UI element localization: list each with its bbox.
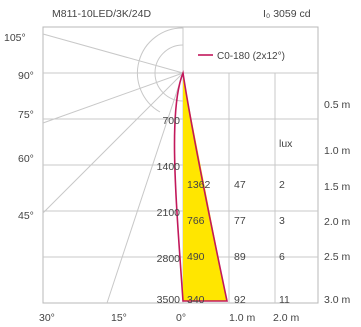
angle-labels: 105° 90° 75° 60° 45° 30° 15° 0° (4, 32, 186, 324)
angle-label: 60° (18, 153, 34, 165)
table-intensity: 1362 (187, 179, 211, 191)
angle-label: 30° (39, 312, 55, 324)
bottom-distance-label: 1.0 m (229, 312, 256, 324)
polar-ray-60 (42, 72, 184, 124)
table-diameter: 77 (234, 215, 246, 227)
angle-label: 15° (111, 312, 127, 324)
distance-label: 3.0 m (324, 294, 351, 306)
lux-header: lux (279, 138, 293, 150)
table-lux: 3 (279, 215, 285, 227)
illuminance-table: 1362 47 2 766 77 3 490 89 6 340 92 11 (187, 179, 290, 306)
bottom-distance-labels: 1.0 m 2.0 m (229, 312, 300, 324)
table-diameter: 47 (234, 179, 246, 191)
table-lux: 11 (279, 294, 290, 306)
bottom-distance-label: 2.0 m (273, 312, 300, 324)
distance-label: 2.5 m (324, 251, 351, 263)
distance-label: 1.0 m (324, 145, 351, 157)
peak-intensity-label: I₀ 3059 cd (263, 8, 311, 20)
table-diameter: 92 (234, 294, 246, 306)
beam-curve (173, 69, 228, 302)
legend-label: C0-180 (2x12°) (217, 51, 285, 62)
distance-label: 0.5 m (324, 99, 351, 111)
intensity-label: 2100 (157, 207, 181, 219)
polar-arc-inner (154, 44, 184, 102)
polar-ray-45 (42, 72, 184, 214)
polar-ray-105 (42, 33, 184, 74)
polar-ray-15 (106, 72, 184, 304)
table-intensity: 490 (187, 251, 205, 263)
angle-label: 90° (18, 70, 34, 82)
table-lux: 2 (279, 179, 285, 191)
table-lux: 6 (279, 251, 285, 263)
distance-label: 1.5 m (324, 181, 351, 193)
table-diameter: 89 (234, 251, 246, 263)
legend: C0-180 (2x12°) (198, 51, 285, 62)
intensity-label: 700 (162, 115, 180, 127)
angle-label: 105° (4, 32, 26, 44)
table-intensity: 340 (187, 294, 205, 306)
angle-label: 0° (176, 312, 186, 324)
intensity-label: 3500 (157, 294, 181, 306)
distance-labels: 0.5 m 1.0 m 1.5 m 2.0 m 2.5 m 3.0 m (324, 99, 351, 306)
table-intensity: 766 (187, 215, 205, 227)
angle-label: 75° (18, 109, 34, 121)
intensity-label: 1400 (157, 161, 181, 173)
grid (42, 27, 318, 304)
angle-label: 45° (18, 210, 34, 222)
intensity-label: 2800 (157, 253, 181, 265)
chart-title: M811-10LED/3K/24D (52, 8, 151, 20)
intensity-labels: 700 1400 2100 2800 3500 (157, 115, 181, 306)
distance-label: 2.0 m (324, 216, 351, 228)
